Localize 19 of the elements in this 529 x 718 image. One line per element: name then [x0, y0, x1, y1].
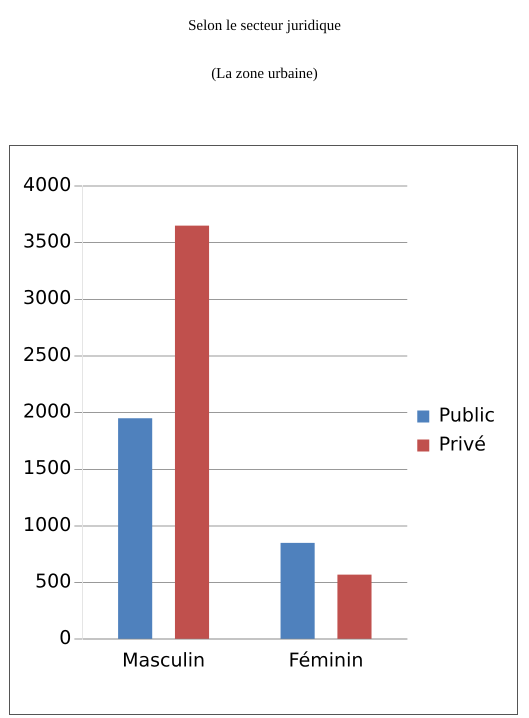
legend-label: Public: [438, 404, 496, 426]
bar: [174, 226, 210, 639]
y-tick-label: 500: [35, 570, 72, 592]
bar: [337, 574, 372, 639]
y-tick-label: 3500: [22, 230, 72, 253]
legend-label: Privé: [438, 433, 486, 456]
x-tick-label: Féminin: [288, 650, 364, 672]
y-tick-label: 0: [59, 627, 72, 650]
y-tick-label: 1500: [22, 457, 72, 480]
y-tick-label: 2500: [22, 344, 72, 366]
y-tick-label: 2000: [22, 400, 72, 423]
y-tick-label: 4000: [22, 174, 72, 196]
chart-title: Selon le secteur juridique: [187, 18, 342, 35]
y-tick-label: 1000: [22, 514, 72, 536]
x-tick-label: Masculin: [122, 650, 206, 672]
bar: [280, 542, 315, 639]
bar: [118, 418, 152, 639]
y-tick-label: 3000: [22, 287, 72, 310]
chart-subtitle: (La zone urbaine): [210, 66, 319, 83]
